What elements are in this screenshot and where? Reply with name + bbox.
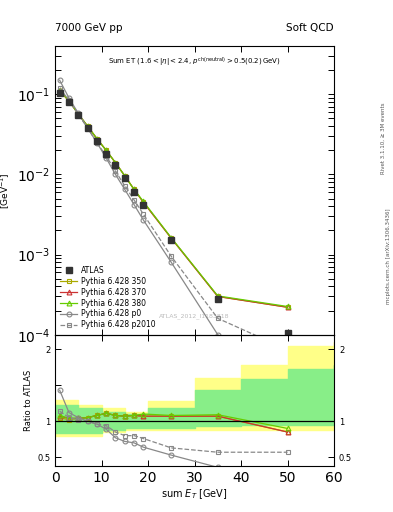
Pythia 6.428 350 — [67, 98, 72, 104]
Pythia 6.428 p2010 — [113, 168, 118, 174]
Pythia 6.428 370 — [95, 136, 99, 142]
Text: Sum ET $(1.6 < |\eta| < 2.4,\,p^{\rm ch(neutral)} > 0.5(0.2)\,{\rm GeV})$: Sum ET $(1.6 < |\eta| < 2.4,\,p^{\rm ch(… — [108, 56, 281, 70]
Pythia 6.428 p0 — [123, 186, 127, 193]
Pythia 6.428 370 — [85, 123, 90, 130]
Pythia 6.428 380 — [104, 147, 108, 154]
Pythia 6.428 p0 — [285, 376, 290, 382]
Text: Rivet 3.1.10, ≥ 3M events: Rivet 3.1.10, ≥ 3M events — [381, 102, 386, 174]
Pythia 6.428 380 — [215, 293, 220, 299]
ATLAS — [57, 90, 62, 96]
Pythia 6.428 350 — [76, 111, 81, 117]
Text: mcplots.cern.ch [arXiv:1306.3436]: mcplots.cern.ch [arXiv:1306.3436] — [386, 208, 391, 304]
Pythia 6.428 p0 — [169, 259, 174, 265]
Pythia 6.428 380 — [169, 234, 174, 241]
Pythia 6.428 p0 — [95, 139, 99, 145]
Pythia 6.428 p2010 — [123, 183, 127, 189]
Pythia 6.428 p2010 — [67, 97, 72, 103]
Line: Pythia 6.428 p0: Pythia 6.428 p0 — [57, 78, 290, 381]
ATLAS — [104, 151, 108, 157]
Pythia 6.428 350 — [215, 293, 220, 300]
Pythia 6.428 p0 — [215, 332, 220, 338]
Pythia 6.428 p0 — [113, 172, 118, 178]
Pythia 6.428 p2010 — [95, 139, 99, 145]
Pythia 6.428 350 — [132, 186, 136, 193]
ATLAS — [169, 238, 174, 244]
ATLAS — [76, 112, 81, 118]
Pythia 6.428 380 — [95, 136, 99, 142]
Pythia 6.428 380 — [76, 111, 81, 117]
Text: Soft QCD: Soft QCD — [286, 23, 334, 33]
Pythia 6.428 350 — [104, 147, 108, 154]
ATLAS — [67, 99, 72, 105]
Pythia 6.428 p2010 — [141, 211, 146, 217]
Text: ATLAS_2012_I1183818: ATLAS_2012_I1183818 — [159, 313, 230, 319]
Pythia 6.428 380 — [113, 160, 118, 166]
Pythia 6.428 350 — [285, 304, 290, 310]
Y-axis label: $\frac{1}{N_{\rm evt}}\frac{{\rm d}N_{\rm evt}}{{\rm d\,sum}\,E_T}$
[GeV$^{-1}$]: $\frac{1}{N_{\rm evt}}\frac{{\rm d}N_{\r… — [0, 169, 13, 211]
Pythia 6.428 380 — [67, 98, 72, 104]
Text: 7000 GeV pp: 7000 GeV pp — [55, 23, 123, 33]
Pythia 6.428 370 — [132, 186, 136, 193]
Pythia 6.428 p2010 — [104, 153, 108, 159]
Y-axis label: Ratio to ATLAS: Ratio to ATLAS — [24, 370, 33, 431]
Pythia 6.428 p2010 — [169, 253, 174, 260]
Pythia 6.428 370 — [141, 199, 146, 205]
Pythia 6.428 350 — [141, 199, 146, 205]
Pythia 6.428 350 — [123, 173, 127, 179]
ATLAS — [285, 330, 290, 336]
Pythia 6.428 380 — [285, 304, 290, 310]
Line: ATLAS: ATLAS — [57, 90, 290, 336]
X-axis label: sum $E_T$ [GeV]: sum $E_T$ [GeV] — [161, 487, 228, 501]
ATLAS — [132, 189, 136, 195]
Pythia 6.428 p2010 — [76, 112, 81, 118]
Pythia 6.428 370 — [57, 88, 62, 94]
Pythia 6.428 350 — [85, 123, 90, 130]
Pythia 6.428 p2010 — [57, 85, 62, 91]
ATLAS — [215, 296, 220, 302]
Pythia 6.428 p0 — [67, 95, 72, 101]
Line: Pythia 6.428 350: Pythia 6.428 350 — [57, 89, 290, 310]
Pythia 6.428 370 — [285, 304, 290, 310]
ATLAS — [85, 125, 90, 131]
Pythia 6.428 p0 — [132, 202, 136, 208]
Pythia 6.428 380 — [85, 123, 90, 130]
Pythia 6.428 370 — [123, 173, 127, 179]
Pythia 6.428 350 — [95, 136, 99, 142]
Pythia 6.428 p0 — [57, 77, 62, 83]
Pythia 6.428 350 — [169, 235, 174, 241]
Legend: ATLAS, Pythia 6.428 350, Pythia 6.428 370, Pythia 6.428 380, Pythia 6.428 p0, Py: ATLAS, Pythia 6.428 350, Pythia 6.428 37… — [59, 264, 157, 331]
Pythia 6.428 p2010 — [285, 347, 290, 353]
ATLAS — [113, 162, 118, 168]
Pythia 6.428 380 — [123, 173, 127, 179]
Pythia 6.428 370 — [169, 235, 174, 241]
Pythia 6.428 p0 — [76, 110, 81, 116]
Pythia 6.428 p0 — [85, 125, 90, 131]
Pythia 6.428 370 — [104, 147, 108, 154]
Pythia 6.428 370 — [113, 160, 118, 166]
ATLAS — [95, 138, 99, 144]
Pythia 6.428 p2010 — [132, 197, 136, 203]
Pythia 6.428 p0 — [104, 155, 108, 161]
Pythia 6.428 370 — [67, 98, 72, 104]
Line: Pythia 6.428 370: Pythia 6.428 370 — [57, 88, 290, 310]
ATLAS — [123, 175, 127, 181]
Pythia 6.428 p2010 — [85, 125, 90, 131]
Line: Pythia 6.428 p2010: Pythia 6.428 p2010 — [57, 86, 290, 352]
Pythia 6.428 350 — [57, 88, 62, 94]
Pythia 6.428 370 — [76, 111, 81, 117]
Pythia 6.428 380 — [132, 186, 136, 193]
ATLAS — [141, 202, 146, 208]
Pythia 6.428 380 — [57, 87, 62, 93]
Pythia 6.428 p0 — [141, 217, 146, 223]
Line: Pythia 6.428 380: Pythia 6.428 380 — [57, 88, 290, 309]
Pythia 6.428 350 — [113, 160, 118, 166]
Pythia 6.428 p2010 — [215, 315, 220, 322]
Pythia 6.428 370 — [215, 293, 220, 300]
Pythia 6.428 380 — [141, 199, 146, 205]
